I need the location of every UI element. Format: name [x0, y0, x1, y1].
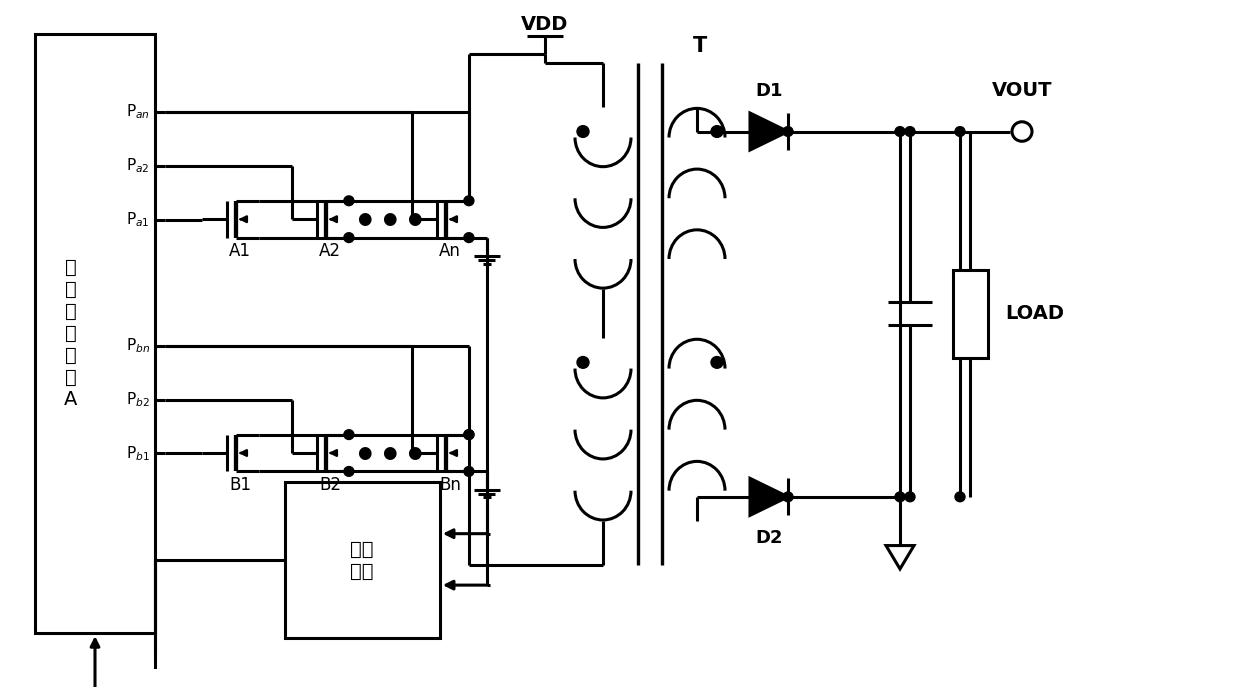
- Text: 逻
辑
控
制
单
元
A: 逻 辑 控 制 单 元 A: [64, 258, 78, 409]
- Circle shape: [895, 126, 905, 137]
- Circle shape: [464, 430, 474, 440]
- Bar: [285, 482, 440, 638]
- Text: VDD: VDD: [521, 15, 569, 34]
- Circle shape: [343, 466, 353, 476]
- Circle shape: [577, 126, 589, 137]
- Text: VOUT: VOUT: [992, 81, 1053, 100]
- Text: ●  ●  ●: ● ● ●: [358, 210, 423, 228]
- Bar: [35, 34, 155, 633]
- Text: P$_{an}$: P$_{an}$: [126, 102, 150, 122]
- Circle shape: [905, 492, 915, 502]
- Circle shape: [905, 126, 915, 137]
- Circle shape: [955, 126, 965, 137]
- Text: An: An: [439, 243, 461, 260]
- Text: LOAD: LOAD: [1006, 304, 1064, 323]
- Text: D1: D1: [755, 82, 782, 100]
- Circle shape: [577, 357, 589, 368]
- Circle shape: [711, 126, 723, 137]
- Circle shape: [343, 233, 353, 243]
- Text: P$_{a2}$: P$_{a2}$: [126, 157, 150, 175]
- Polygon shape: [750, 113, 787, 150]
- Text: P$_{bn}$: P$_{bn}$: [125, 337, 150, 355]
- Text: B1: B1: [229, 476, 250, 494]
- Text: Bn: Bn: [439, 476, 461, 494]
- Text: D2: D2: [755, 529, 782, 547]
- Text: A2: A2: [319, 243, 341, 260]
- Circle shape: [782, 126, 794, 137]
- Circle shape: [343, 430, 353, 440]
- Text: 检测
单元: 检测 单元: [350, 540, 373, 581]
- Text: A1: A1: [229, 243, 250, 260]
- Circle shape: [782, 492, 794, 502]
- Polygon shape: [750, 478, 787, 515]
- Circle shape: [895, 492, 905, 502]
- Polygon shape: [887, 545, 914, 569]
- Circle shape: [464, 430, 474, 440]
- Circle shape: [711, 357, 723, 368]
- Circle shape: [464, 233, 474, 243]
- Text: T: T: [693, 36, 707, 56]
- Bar: [954, 270, 988, 357]
- Circle shape: [955, 492, 965, 502]
- Text: P$_{b1}$: P$_{b1}$: [126, 444, 150, 463]
- Circle shape: [1012, 122, 1032, 142]
- Text: B2: B2: [319, 476, 341, 494]
- Circle shape: [343, 196, 353, 205]
- Text: ●  ●  ●: ● ● ●: [358, 444, 423, 462]
- Circle shape: [464, 196, 474, 205]
- Text: P$_{b2}$: P$_{b2}$: [126, 390, 150, 409]
- Circle shape: [464, 466, 474, 476]
- Text: P$_{a1}$: P$_{a1}$: [126, 210, 150, 229]
